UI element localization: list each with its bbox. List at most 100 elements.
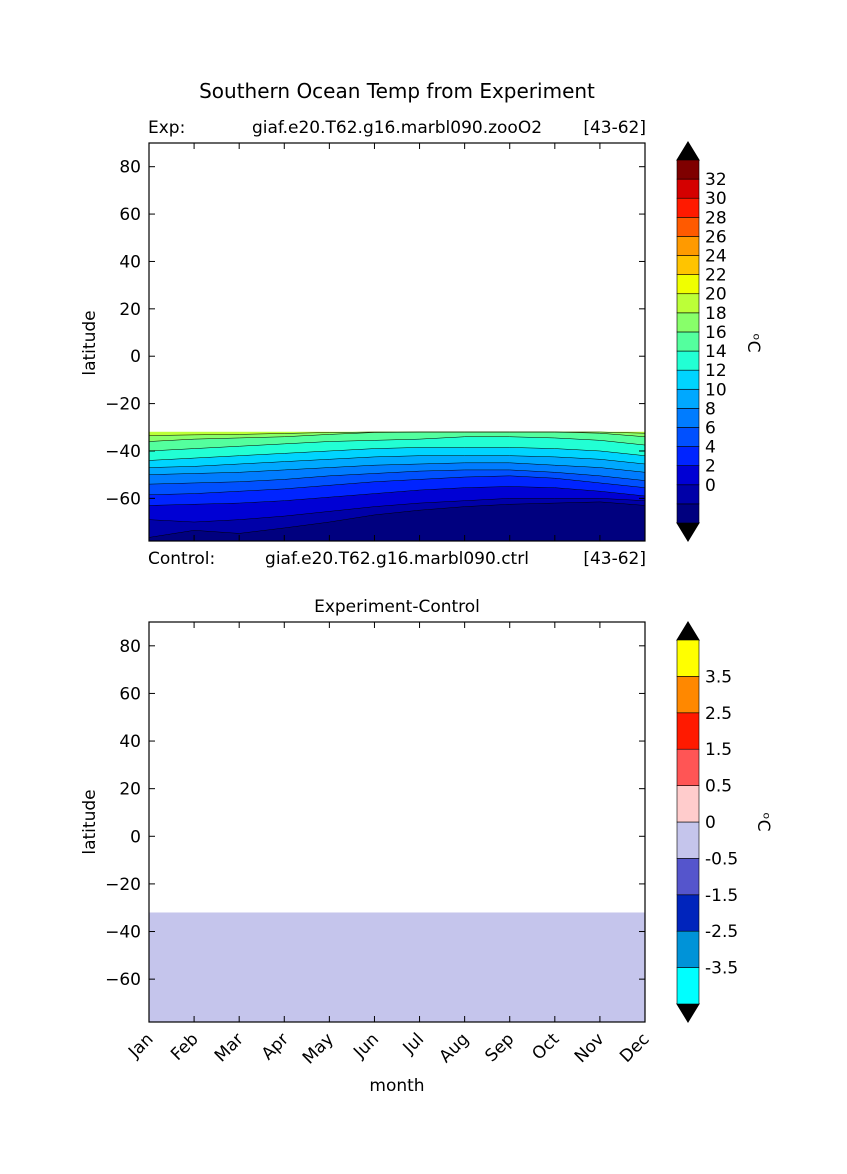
difference-ytick-label: 0 — [130, 827, 141, 847]
colorbar-swatch — [676, 293, 700, 314]
experiment-x-ticks — [148, 143, 646, 541]
colorbar-swatch — [676, 427, 700, 447]
month-tick-label: Oct — [528, 1029, 563, 1064]
colorbar-tick-label: 3.5 — [705, 667, 732, 687]
month-tick-label: Apr — [258, 1029, 293, 1064]
colorbar-swatch — [676, 369, 700, 390]
experiment-panel: Exp: giaf.e20.T62.g16.marbl090.zooO2 [43… — [80, 118, 763, 569]
control-case-name: giaf.e20.T62.g16.marbl090.ctrl — [265, 549, 529, 569]
difference-ytick-label: 20 — [119, 780, 141, 800]
experiment-colorbar-unit: ᵒC — [743, 334, 763, 353]
exp-years: [43-62] — [583, 118, 646, 138]
colorbar-tick-label: 2.5 — [705, 704, 732, 724]
month-tick-label: Jun — [349, 1029, 383, 1063]
difference-fill — [149, 912, 645, 1022]
colorbar-tick-label: 32 — [705, 170, 727, 190]
isotherm-line — [148, 462, 646, 475]
colorbar-over-arrow — [676, 621, 700, 641]
colorbar-tick-label: -1.5 — [705, 886, 738, 906]
colorbar-swatch — [676, 197, 700, 218]
experiment-y-axis-label: latitude — [80, 310, 100, 375]
colorbar-swatch — [676, 236, 700, 256]
month-tick-label: Mar — [211, 1029, 248, 1066]
difference-ytick-label: −20 — [105, 875, 141, 895]
colorbar-swatch — [676, 178, 700, 199]
colorbar-swatch — [676, 484, 700, 505]
colorbar-tick-label: 0 — [705, 813, 716, 833]
difference-colorbar-unit: ᵒC — [753, 813, 773, 832]
control-label: Control: — [148, 549, 215, 569]
exp-label: Exp: — [148, 118, 185, 138]
colorbar-tick-label: 2 — [705, 457, 716, 477]
month-tick-label: Jan — [124, 1029, 157, 1062]
isotherm-line — [148, 475, 646, 496]
colorbar-swatch — [676, 821, 700, 859]
colorbar-tick-label: 1.5 — [705, 740, 732, 760]
experiment-ytick-label: 40 — [119, 252, 141, 272]
difference-ytick-label: 60 — [119, 684, 141, 704]
figure-title: Southern Ocean Temp from Experiment — [199, 79, 595, 103]
experiment-ytick-label: 20 — [119, 300, 141, 320]
colorbar-swatch — [676, 388, 700, 409]
experiment-ytick-label: −60 — [105, 489, 141, 509]
month-tick-label: Dec — [616, 1029, 653, 1066]
isotherm-line — [148, 431, 646, 436]
isotherm-line — [148, 498, 646, 523]
experiment-ytick-label: 60 — [119, 205, 141, 225]
colorbar-swatch — [676, 748, 700, 786]
experiment-plot-area — [148, 142, 646, 542]
colorbar-tick-label: 16 — [705, 323, 727, 343]
colorbar-tick-label: -0.5 — [705, 849, 738, 869]
experiment-ytick-label: 0 — [130, 347, 141, 367]
colorbar-tick-label: 10 — [705, 380, 727, 400]
colorbar-swatch — [676, 446, 700, 466]
difference-panel: Experiment-Control 80 60 40 20 0 −20 −40 −60 Ja… — [80, 597, 773, 1096]
colorbar-tick-label: -2.5 — [705, 922, 738, 942]
colorbar-tick-label: 12 — [705, 361, 727, 381]
colorbar-swatch — [676, 676, 700, 714]
month-tick-label: Sep — [481, 1029, 518, 1066]
control-years: [43-62] — [583, 549, 646, 569]
difference-ytick-label: 40 — [119, 732, 141, 752]
colorbar-tick-label: 14 — [705, 342, 727, 362]
colorbar-swatch — [676, 785, 700, 823]
month-tick-label: Jul — [399, 1029, 428, 1058]
difference-ytick-label: −40 — [105, 923, 141, 943]
colorbar-tick-label: 30 — [705, 189, 727, 209]
colorbar-tick-label: 28 — [705, 208, 727, 228]
colorbar-tick-label: 20 — [705, 285, 727, 305]
colorbar-swatch — [676, 930, 700, 968]
colorbar-tick-label: 0 — [705, 476, 716, 496]
colorbar-tick-label: 4 — [705, 438, 716, 458]
colorbar-tick-label: 8 — [705, 399, 716, 419]
month-tick-label: Aug — [436, 1029, 474, 1067]
colorbar-swatch — [676, 465, 700, 486]
exp-case-name: giaf.e20.T62.g16.marbl090.zooO2 — [252, 118, 542, 138]
experiment-ytick-label: −40 — [105, 442, 141, 462]
colorbar-swatch — [676, 217, 700, 237]
isotherm-line — [148, 501, 646, 538]
colorbar-swatch — [676, 712, 700, 750]
colorbar-swatch — [676, 858, 700, 896]
difference-plot-area — [148, 621, 646, 1023]
isotherm-line — [148, 447, 646, 461]
colorbar-tick-label: 22 — [705, 266, 727, 286]
colorbar-tick-label: 24 — [705, 247, 727, 267]
colorbar-swatch — [676, 408, 700, 428]
experiment-ytick-label: −20 — [105, 395, 141, 415]
experiment-y-axis: 80 60 40 20 0 −20 −40 −60 — [105, 158, 645, 509]
month-tick-label: Feb — [167, 1029, 202, 1064]
colorbar-swatch — [676, 639, 700, 677]
experiment-ytick-label: 80 — [119, 158, 141, 178]
colorbar-over-arrow — [676, 141, 700, 161]
colorbar-tick-label: 26 — [705, 227, 727, 247]
isotherm-line — [148, 469, 646, 485]
difference-y-axis: 80 60 40 20 0 −20 −40 −60 — [105, 637, 645, 990]
colorbar-tick-label: -3.5 — [705, 959, 738, 979]
month-tick-label: Nov — [571, 1029, 609, 1067]
difference-y-axis-label: latitude — [80, 789, 100, 854]
colorbar-under-arrow — [676, 522, 700, 542]
colorbar-swatch — [676, 894, 700, 932]
colorbar-under-arrow — [676, 1003, 700, 1023]
